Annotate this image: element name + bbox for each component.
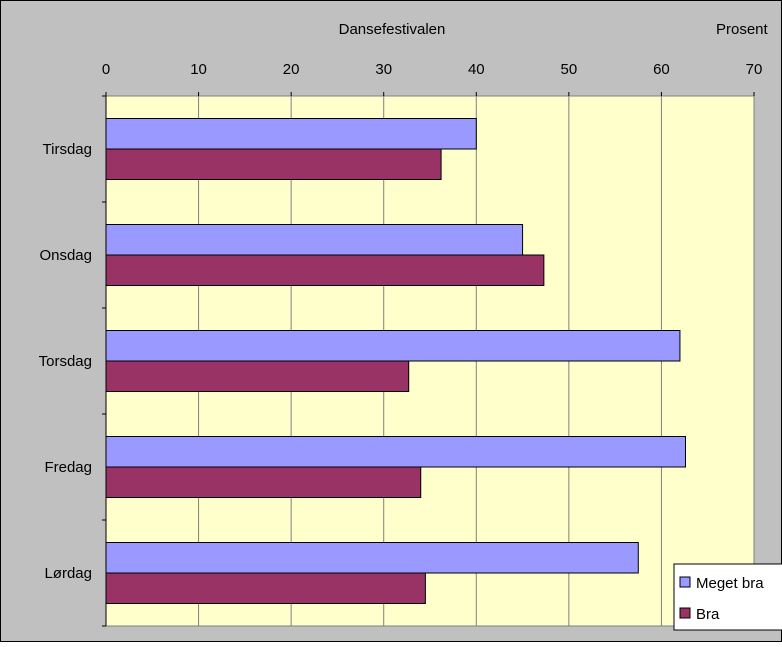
chart-title: Dansefestivalen xyxy=(339,21,446,38)
category-label: Fredag xyxy=(44,459,92,476)
bar-meget-bra-0 xyxy=(105,118,477,150)
legend-box xyxy=(673,563,782,631)
legend-label-meget-bra: Meget bra xyxy=(696,575,764,592)
bar-meget-bra-1 xyxy=(105,224,524,256)
x-tick-label: 70 xyxy=(746,61,763,78)
bar-bra-0 xyxy=(105,148,442,180)
category-label: Onsdag xyxy=(39,247,92,264)
x-tick-label: 40 xyxy=(468,61,485,78)
bars xyxy=(105,118,686,604)
bar-bra-3 xyxy=(105,466,422,498)
bar-meget-bra-3 xyxy=(105,436,686,468)
category-label: Tirsdag xyxy=(43,141,92,158)
axes xyxy=(102,92,755,627)
bar-bra-2 xyxy=(105,360,410,392)
bar-bra-1 xyxy=(105,254,545,286)
legend-swatch-bra xyxy=(679,607,691,619)
x-tick-label: 60 xyxy=(653,61,670,78)
category-labels: Tirsdag Onsdag Torsdag Fredag Lørdag xyxy=(39,141,92,582)
category-label: Torsdag xyxy=(39,353,92,370)
legend: Meget bra Bra xyxy=(673,563,782,631)
bar-meget-bra-2 xyxy=(105,330,681,362)
x-tick-label: 20 xyxy=(283,61,300,78)
x-tick-label: 30 xyxy=(375,61,392,78)
tick-labels: 0 10 20 30 40 50 60 70 xyxy=(102,61,763,78)
category-label: Lørdag xyxy=(44,565,92,582)
legend-label-bra: Bra xyxy=(696,606,720,623)
x-tick-label: 10 xyxy=(190,61,207,78)
bar-bra-4 xyxy=(105,572,426,604)
legend-swatch-meget-bra xyxy=(679,576,691,588)
bar-meget-bra-4 xyxy=(105,542,639,574)
x-axis-title: Prosent xyxy=(716,21,769,38)
x-tick-label: 50 xyxy=(561,61,578,78)
x-tick-label: 0 xyxy=(102,61,110,78)
